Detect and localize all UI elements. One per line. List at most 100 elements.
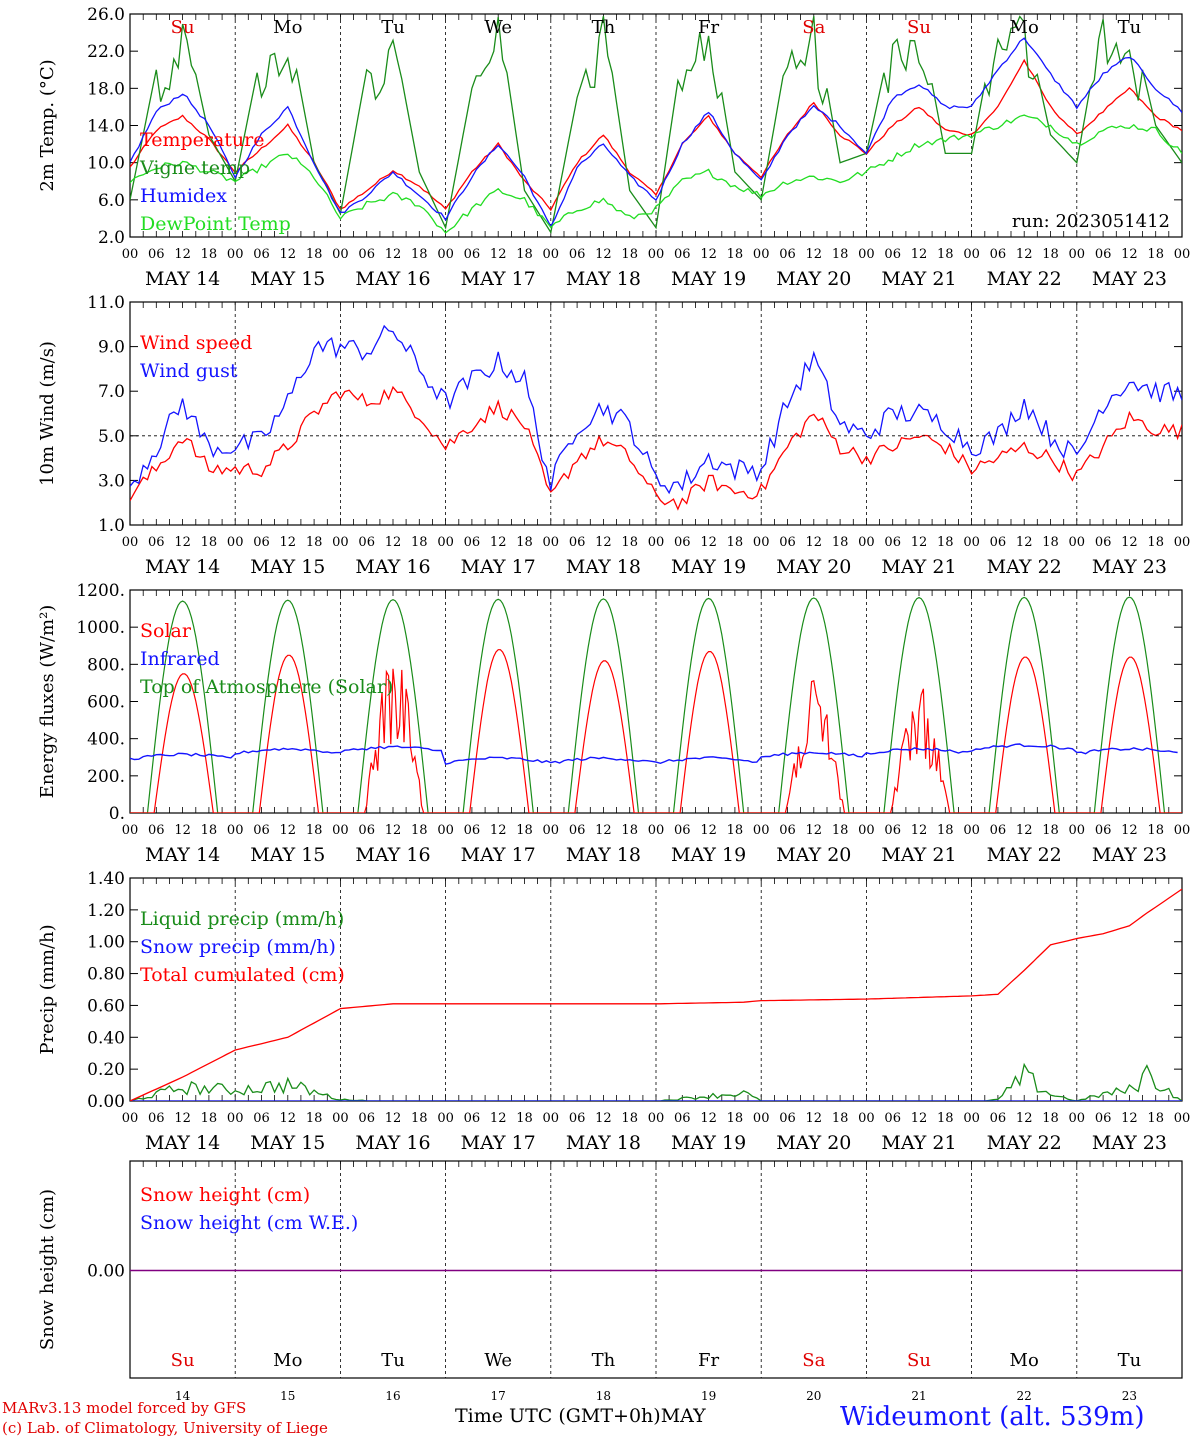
day-label: MAY 23 bbox=[1092, 1132, 1167, 1154]
y-tick-label: 2.0 bbox=[98, 228, 125, 248]
day-number: 23 bbox=[1122, 1389, 1137, 1403]
y-tick-label: 10.0 bbox=[87, 154, 125, 174]
hour-tick-label: 12 bbox=[1121, 535, 1138, 550]
legend-item: Top of Atmosphere (Solar) bbox=[140, 676, 393, 698]
hour-tick-label: 18 bbox=[1042, 247, 1059, 262]
hour-tick-label: 12 bbox=[280, 823, 297, 838]
y-tick-label: 5.0 bbox=[98, 427, 125, 447]
series-solar bbox=[130, 649, 1182, 813]
day-label: MAY 14 bbox=[145, 556, 220, 578]
series-group bbox=[130, 596, 1182, 813]
day-number: 21 bbox=[911, 1389, 926, 1403]
day-label: MAY 18 bbox=[566, 1132, 641, 1154]
hour-tick-label: 18 bbox=[937, 247, 954, 262]
hour-tick-label: 18 bbox=[411, 823, 428, 838]
hour-tick-label: 00 bbox=[1174, 247, 1191, 262]
hour-tick-label: 18 bbox=[727, 247, 744, 262]
hour-tick-label: 12 bbox=[700, 247, 717, 262]
hour-tick-label: 06 bbox=[779, 535, 796, 550]
y-tick-label: 200. bbox=[87, 767, 125, 787]
day-label: MAY 20 bbox=[776, 268, 851, 290]
y-tick-label: 0.40 bbox=[87, 1028, 125, 1048]
legend-item: Wind speed bbox=[140, 332, 252, 354]
model-credit: MARv3.13 model forced by GFS bbox=[2, 1399, 247, 1417]
hour-tick-label: 00 bbox=[858, 823, 875, 838]
y-tick-label: 0.20 bbox=[87, 1060, 125, 1080]
y-tick-label: 1.20 bbox=[87, 901, 125, 921]
hour-tick-label: 00 bbox=[753, 823, 770, 838]
weekday-label: Mo bbox=[273, 1350, 302, 1371]
weekday-label: Tu bbox=[381, 17, 405, 38]
hour-tick-label: 12 bbox=[385, 535, 402, 550]
day-label: MAY 14 bbox=[145, 268, 220, 290]
hour-tick-label: 00 bbox=[437, 535, 454, 550]
hour-tick-label: 00 bbox=[332, 1111, 349, 1126]
hour-tick-label: 00 bbox=[332, 535, 349, 550]
hour-tick-label: 12 bbox=[1016, 535, 1033, 550]
hour-tick-label: 18 bbox=[937, 535, 954, 550]
minor-ticks bbox=[129, 14, 1183, 237]
hour-tick-label: 18 bbox=[1042, 535, 1059, 550]
y-tick-label: 0.00 bbox=[87, 1262, 125, 1282]
hour-tick-label: 06 bbox=[569, 1111, 586, 1126]
hour-tick-label: 12 bbox=[385, 1111, 402, 1126]
day-label: MAY 22 bbox=[987, 268, 1062, 290]
day-label: MAY 21 bbox=[881, 268, 956, 290]
day-label: MAY 20 bbox=[776, 1132, 851, 1154]
hour-tick-label: 12 bbox=[806, 535, 823, 550]
station-title: Wideumont (alt. 539m) bbox=[840, 1402, 1145, 1432]
y-axis-label: 2m Temp. (°C) bbox=[37, 59, 58, 191]
legend-item: Snow height (cm) bbox=[140, 1184, 310, 1206]
legend-item: Humidex bbox=[140, 185, 227, 207]
hour-tick-label: 06 bbox=[253, 247, 270, 262]
panel-5: 0.00 Snow height (cm) Su 14 Mo 15 Tu 16 We 17 Th 18… bbox=[37, 1160, 1183, 1403]
hour-tick-label: 12 bbox=[595, 535, 612, 550]
day-number: 18 bbox=[596, 1389, 611, 1403]
hour-tick-label: 18 bbox=[727, 823, 744, 838]
hour-tick-label: 12 bbox=[490, 247, 507, 262]
hour-tick-label: 12 bbox=[911, 247, 928, 262]
weekday-label: Su bbox=[171, 17, 195, 38]
hour-tick-label: 06 bbox=[148, 535, 165, 550]
hour-tick-label: 18 bbox=[621, 247, 638, 262]
day-label: MAY 19 bbox=[671, 268, 746, 290]
day-number: 20 bbox=[806, 1389, 821, 1403]
hour-tick-label: 12 bbox=[174, 535, 191, 550]
series-group bbox=[130, 324, 1182, 511]
hour-tick-label: 12 bbox=[806, 247, 823, 262]
day-label: MAY 16 bbox=[355, 1132, 430, 1154]
hour-tick-label: 18 bbox=[1147, 535, 1164, 550]
hour-tick-label: 00 bbox=[437, 247, 454, 262]
y-tick-label: 18.0 bbox=[87, 79, 125, 99]
weekday-label: Su bbox=[907, 17, 931, 38]
hour-tick-label: 00 bbox=[543, 1111, 560, 1126]
y-tick-label: 9.0 bbox=[98, 338, 125, 358]
hour-tick-label: 00 bbox=[227, 1111, 244, 1126]
y-axis-label: Energy fluxes (W/m²) bbox=[37, 605, 58, 799]
hour-tick-label: 12 bbox=[280, 1111, 297, 1126]
weekday-label: We bbox=[484, 17, 512, 38]
hour-tick-label: 06 bbox=[148, 1111, 165, 1126]
hour-tick-label: 00 bbox=[963, 247, 980, 262]
legend-item: Vigne temp bbox=[139, 157, 250, 179]
hour-tick-label: 18 bbox=[306, 247, 323, 262]
hour-tick-label: 12 bbox=[174, 247, 191, 262]
hour-tick-label: 18 bbox=[1147, 1111, 1164, 1126]
weekday-label: Fr bbox=[698, 1350, 719, 1371]
hour-tick-label: 00 bbox=[122, 247, 139, 262]
hour-tick-label: 00 bbox=[858, 1111, 875, 1126]
y-tick-label: 1200. bbox=[76, 581, 125, 601]
hour-tick-label: 12 bbox=[174, 1111, 191, 1126]
hour-tick-label: 12 bbox=[595, 1111, 612, 1126]
hour-tick-label: 18 bbox=[411, 247, 428, 262]
hour-tick-label: 06 bbox=[674, 247, 691, 262]
hour-tick-label: 00 bbox=[1069, 535, 1086, 550]
hour-tick-label: 06 bbox=[464, 535, 481, 550]
hour-tick-label: 00 bbox=[437, 823, 454, 838]
hour-tick-label: 06 bbox=[990, 535, 1007, 550]
hour-tick-label: 06 bbox=[464, 1111, 481, 1126]
hour-tick-label: 18 bbox=[411, 535, 428, 550]
hour-tick-label: 00 bbox=[122, 535, 139, 550]
hour-tick-label: 18 bbox=[621, 1111, 638, 1126]
